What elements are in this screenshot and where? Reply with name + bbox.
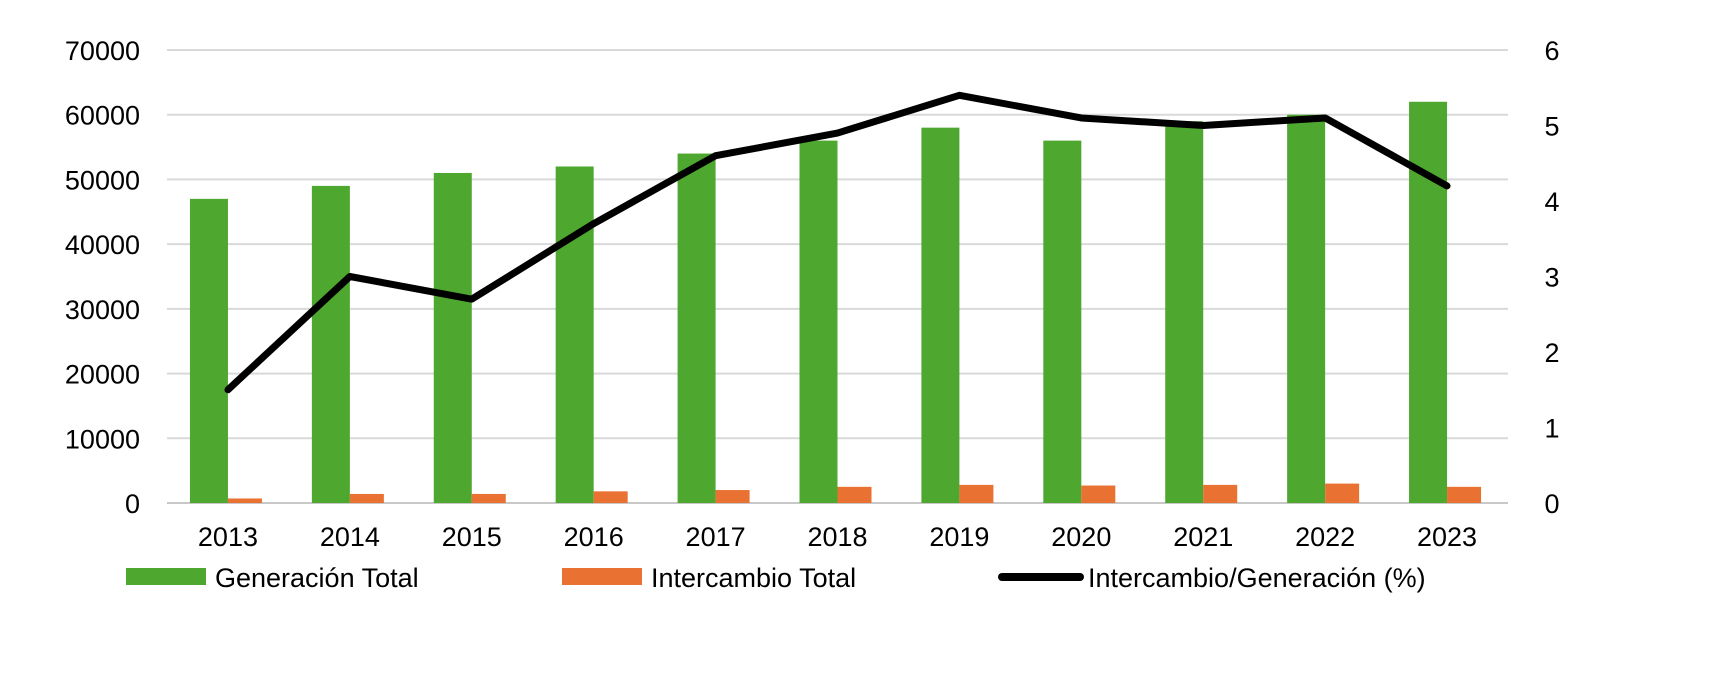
bar-generacion-2013: [189, 198, 228, 504]
x-tick-label: 2013: [198, 522, 258, 552]
y-tick-label: 30000: [65, 295, 140, 325]
y2-tick-label: 5: [1544, 112, 1559, 142]
bar-intercambio-2022: [1325, 483, 1360, 503]
x-tick-label: 2015: [442, 522, 502, 552]
bar-generacion-2022: [1287, 114, 1326, 503]
ratio-line: [224, 91, 1451, 394]
bar-intercambio-2016: [593, 491, 628, 503]
x-tick-label: 2022: [1295, 522, 1355, 552]
series-line-ratio: [224, 91, 1451, 394]
right-axis-ticks: 0 1 2 3 4 5 6: [1544, 36, 1559, 519]
bar-generacion-2016: [555, 166, 594, 503]
x-axis-ticks: 2013 2014 2015 2016 2017 2018 2019 2020 2021 2022…: [198, 522, 1477, 552]
y2-tick-label: 0: [1544, 489, 1559, 519]
bar-intercambio-2018: [837, 486, 872, 503]
y-tick-label: 60000: [65, 101, 140, 131]
bar-generacion-2015: [433, 172, 472, 503]
legend-swatch-generacion: [126, 568, 206, 585]
y-tick-label: 0: [125, 489, 140, 519]
y2-tick-label: 1: [1544, 414, 1559, 444]
y-tick-label: 50000: [65, 165, 140, 195]
bar-intercambio-2020: [1081, 485, 1116, 503]
bar-intercambio-2021: [1203, 484, 1238, 503]
x-tick-label: 2017: [686, 522, 746, 552]
x-tick-label: 2019: [929, 522, 989, 552]
x-tick-label: 2021: [1173, 522, 1233, 552]
bar-generacion-2019: [921, 127, 960, 504]
y2-tick-label: 6: [1544, 36, 1559, 66]
x-tick-label: 2016: [564, 522, 624, 552]
legend-swatch-intercambio: [562, 568, 642, 585]
bar-intercambio-2023: [1447, 486, 1482, 503]
bar-generacion-2017: [677, 153, 716, 504]
y-tick-label: 40000: [65, 230, 140, 260]
bars: [189, 101, 1482, 504]
legend: Generación Total Intercambio Total Interca…: [126, 563, 1426, 593]
y-tick-label: 20000: [65, 360, 140, 390]
x-tick-label: 2020: [1051, 522, 1111, 552]
legend-label-generacion: Generación Total: [215, 563, 419, 593]
legend-label-intercambio: Intercambio Total: [651, 563, 856, 593]
bar-generacion-2021: [1165, 121, 1204, 503]
y2-tick-label: 4: [1544, 187, 1559, 217]
left-axis-ticks: 0 10000 20000 30000 40000 50000 60000 70000: [65, 36, 140, 519]
bar-generacion-2020: [1043, 140, 1082, 503]
x-tick-label: 2014: [320, 522, 380, 552]
bar-intercambio-2019: [959, 484, 994, 503]
bar-intercambio-2015: [471, 493, 506, 503]
bar-intercambio-2014: [349, 493, 384, 503]
legend-label-ratio: Intercambio/Generación (%): [1088, 563, 1426, 593]
y-tick-label: 70000: [65, 36, 140, 66]
y2-tick-label: 3: [1544, 263, 1559, 293]
bar-intercambio-2013: [227, 498, 262, 503]
y2-tick-label: 2: [1544, 338, 1559, 368]
bar-intercambio-2017: [715, 490, 750, 503]
x-tick-label: 2023: [1417, 522, 1477, 552]
bar-generacion-2023: [1409, 101, 1448, 504]
bar-generacion-2018: [799, 140, 838, 503]
x-tick-label: 2018: [807, 522, 867, 552]
y-tick-label: 10000: [65, 424, 140, 454]
bar-generacion-2014: [311, 185, 350, 503]
